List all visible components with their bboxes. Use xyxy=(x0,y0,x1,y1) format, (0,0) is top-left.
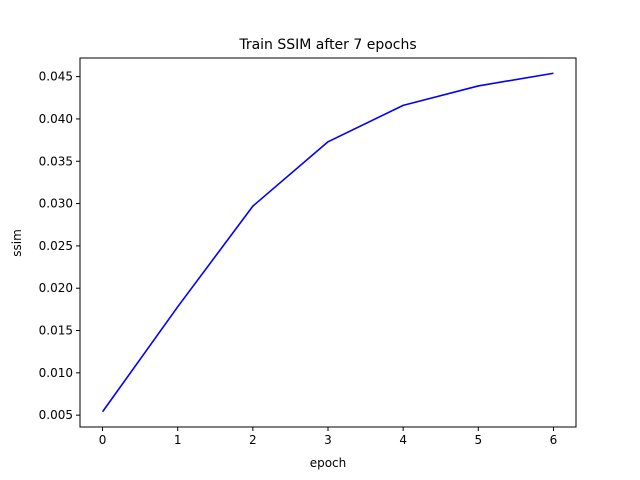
x-tick-label: 4 xyxy=(399,433,407,447)
chart-title: Train SSIM after 7 epochs xyxy=(238,37,416,53)
y-axis-label: ssim xyxy=(10,229,24,257)
x-tick-label: 0 xyxy=(99,433,107,447)
y-tick-label: 0.010 xyxy=(39,366,73,380)
y-tick-label: 0.015 xyxy=(39,324,73,338)
x-axis-label: epoch xyxy=(310,456,347,470)
x-axis: 0 1 2 3 4 5 6 xyxy=(99,427,558,447)
y-tick-label: 0.045 xyxy=(39,70,73,84)
x-tick-label: 6 xyxy=(550,433,558,447)
y-tick-label: 0.040 xyxy=(39,112,73,126)
series-group xyxy=(101,72,554,413)
y-tick-label: 0.025 xyxy=(39,239,73,253)
y-axis: 0.005 0.010 0.015 0.020 0.025 0.030 0.035 0.040… xyxy=(39,70,80,422)
y-tick-label: 0.005 xyxy=(39,408,73,422)
y-tick-label: 0.035 xyxy=(39,154,73,168)
x-tick-label: 1 xyxy=(174,433,182,447)
x-tick-label: 3 xyxy=(324,433,332,447)
x-tick-label: 5 xyxy=(474,433,482,447)
series-line xyxy=(101,72,554,413)
y-tick-label: 0.020 xyxy=(39,281,73,295)
y-tick-label: 0.030 xyxy=(39,197,73,211)
x-tick-label: 2 xyxy=(249,433,257,447)
